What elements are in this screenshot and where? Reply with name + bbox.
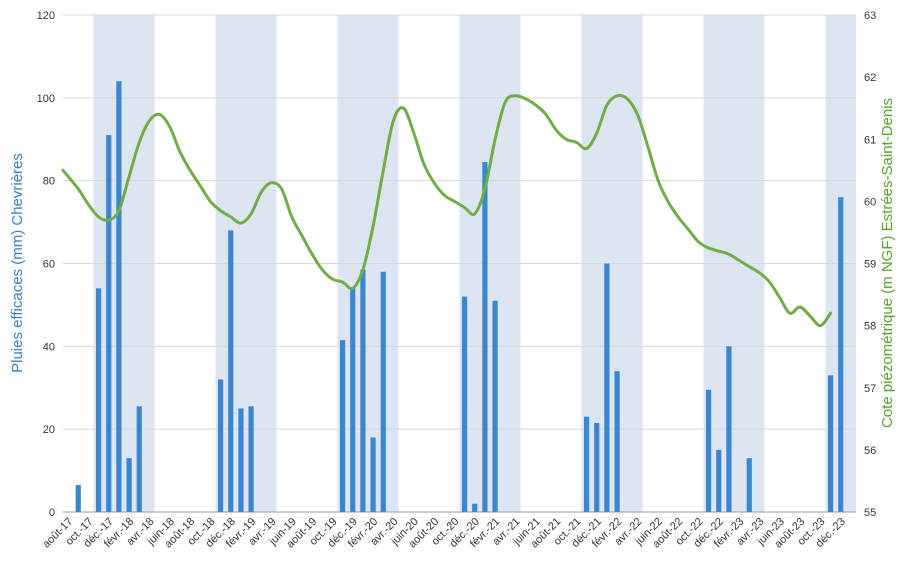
bar-2021-11	[594, 423, 599, 512]
y-axis-left-label: Pluies efficaces (mm) Chevrières	[9, 153, 26, 373]
y-left-tick-60: 60	[43, 259, 55, 271]
bar-2023-10	[828, 375, 833, 512]
y-left-tick-120: 120	[37, 10, 55, 22]
bar-2023-11	[838, 197, 843, 512]
y-right-tick-57: 57	[864, 383, 876, 395]
y-right-tick-62: 62	[864, 72, 876, 84]
y-right-tick-55: 55	[864, 507, 876, 519]
bar-2020-02	[381, 272, 386, 512]
bar-2021-01	[492, 301, 497, 512]
y-right-tick-56: 56	[864, 445, 876, 457]
bar-2019-01	[248, 406, 253, 512]
bar-2021-12	[604, 264, 609, 513]
y-right-tick-61: 61	[864, 134, 876, 146]
bar-2020-01	[370, 437, 375, 512]
bar-2018-02	[137, 406, 142, 512]
bar-2019-12	[360, 270, 365, 512]
y-axis-left: 0 20 40 60 80 100 120	[37, 10, 55, 519]
bar-2020-12	[482, 162, 487, 512]
y-axis-right: 55 56 57 58 59 60 61 62 63	[864, 10, 876, 519]
y-axis-right-label: Cote piézométrique (m NGF) Estrées-Saint…	[879, 98, 896, 428]
y-left-tick-0: 0	[49, 507, 55, 519]
bar-2018-10	[218, 379, 223, 512]
y-right-tick-59: 59	[864, 259, 876, 271]
bar-2020-11	[472, 504, 477, 512]
y-left-tick-100: 100	[37, 93, 55, 105]
bar-2019-10	[340, 340, 345, 512]
y-right-tick-60: 60	[864, 196, 876, 208]
bar-2022-12	[726, 346, 731, 512]
bar-2023-02	[747, 458, 752, 512]
bar-2018-01	[126, 458, 131, 512]
bar-2022-10	[706, 390, 711, 512]
bar-2018-12	[238, 408, 243, 512]
bar-2021-10	[584, 417, 589, 512]
bar-2019-11	[350, 288, 355, 512]
y-right-tick-63: 63	[864, 10, 876, 22]
y-right-tick-58: 58	[864, 321, 876, 333]
x-axis: août-17oct.-17déc.-17févr.-18avr.-18juin…	[40, 516, 848, 551]
bar-2017-11	[106, 135, 111, 512]
bar-2017-08	[76, 485, 81, 512]
bar-2022-11	[716, 450, 721, 512]
y-left-tick-40: 40	[43, 341, 55, 353]
bar-2017-12	[116, 81, 121, 512]
bar-2017-10	[96, 288, 101, 512]
bar-2022-01	[614, 371, 619, 512]
bar-2020-10	[462, 297, 467, 512]
y-left-tick-20: 20	[43, 424, 55, 436]
bar-2018-11	[228, 230, 233, 512]
y-left-tick-80: 80	[43, 176, 55, 188]
